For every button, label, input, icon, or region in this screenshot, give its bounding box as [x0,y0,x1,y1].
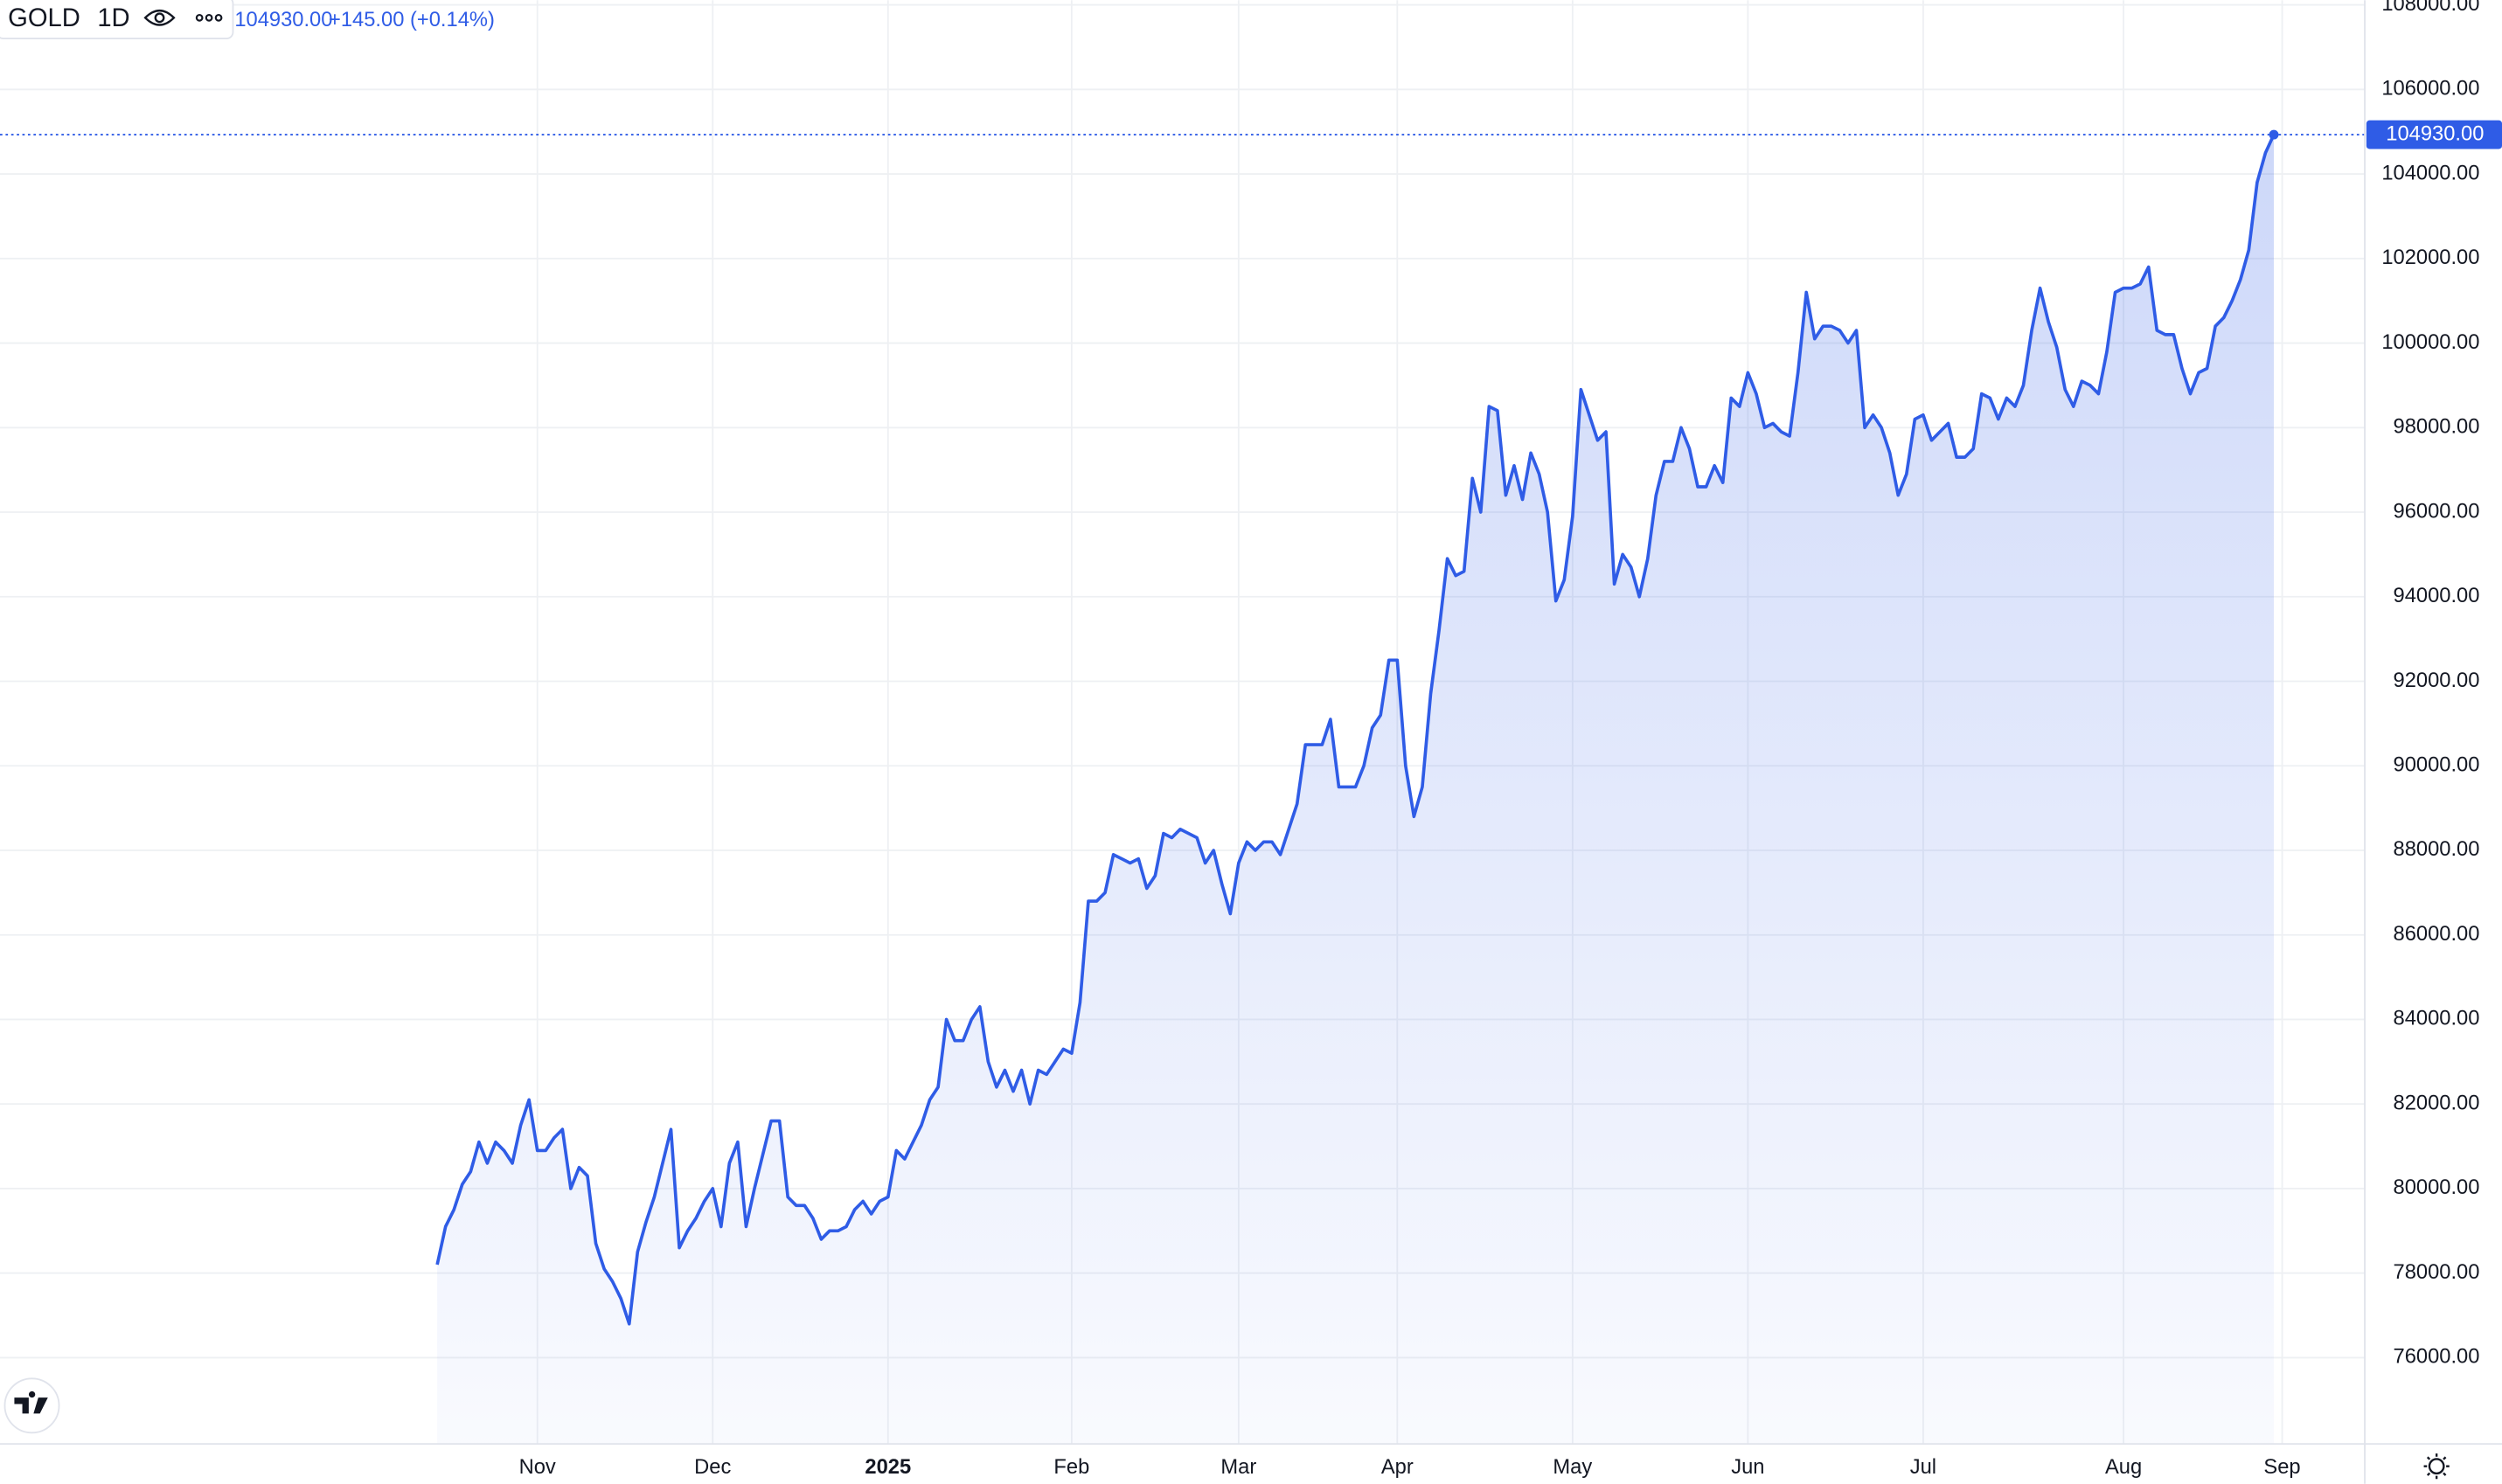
symbol: GOLD [8,4,80,32]
last-price-header: 104930.00 [234,9,332,31]
x-tick-label: Nov [519,1456,556,1479]
x-tick-label: Jun [1731,1456,1764,1479]
last-price-label: 104930.00 [2386,122,2484,145]
price-axis: 76000.00 78000.00 80000.00 82000.00 84000.00… [2366,0,2502,1369]
x-tick-label: Jul [1910,1456,1936,1479]
price-line [435,134,2276,1326]
x-tick-label: Apr [1381,1456,1414,1479]
x-tick-label: Mar [1220,1456,1256,1479]
y-tick-label: 92000.00 [2394,669,2480,692]
x-tick-label: 2025 [865,1456,911,1479]
more-icon[interactable] [195,13,223,22]
area-fill [437,135,2274,1445]
y-tick-label: 106000.00 [2381,78,2479,101]
y-tick-label: 76000.00 [2394,1346,2480,1369]
y-tick-label: 80000.00 [2394,1176,2480,1199]
x-tick-label: Dec [694,1456,731,1479]
y-tick-label: 102000.00 [2381,246,2479,269]
y-tick-label: 108000.00 [2381,0,2479,16]
plot [0,129,2366,1445]
change: +145.00 (+0.14%) [329,9,495,31]
eye-icon[interactable] [143,9,176,26]
time-axis: Nov Dec 2025 Feb Mar Apr May Jun Jul Aug Sep [519,1456,2301,1479]
y-tick-label: 98000.00 [2394,416,2480,439]
x-tick-label: Feb [1053,1456,1089,1479]
y-tick-label: 94000.00 [2394,585,2480,607]
logo[interactable] [3,1377,60,1434]
y-tick-label: 84000.00 [2394,1008,2480,1030]
x-tick-label: Aug [2105,1456,2142,1479]
y-tick-label: 90000.00 [2394,754,2480,777]
interval: 1D [97,4,129,32]
y-tick-label: 100000.00 [2381,331,2479,354]
x-tick-label: May [1553,1456,1592,1479]
y-tick-label: 96000.00 [2394,500,2480,523]
last-price-tag [2366,120,2502,149]
y-tick-label: 104000.00 [2381,162,2479,184]
y-tick-label: 78000.00 [2394,1261,2480,1284]
x-tick-label: Sep [2263,1456,2300,1479]
settings-icon[interactable] [2423,1453,2450,1480]
y-tick-label: 86000.00 [2394,923,2480,946]
symbol-box[interactable] [0,0,234,39]
y-tick-label: 88000.00 [2394,838,2480,861]
y-tick-label: 82000.00 [2394,1092,2480,1114]
last-point [2269,129,2279,140]
